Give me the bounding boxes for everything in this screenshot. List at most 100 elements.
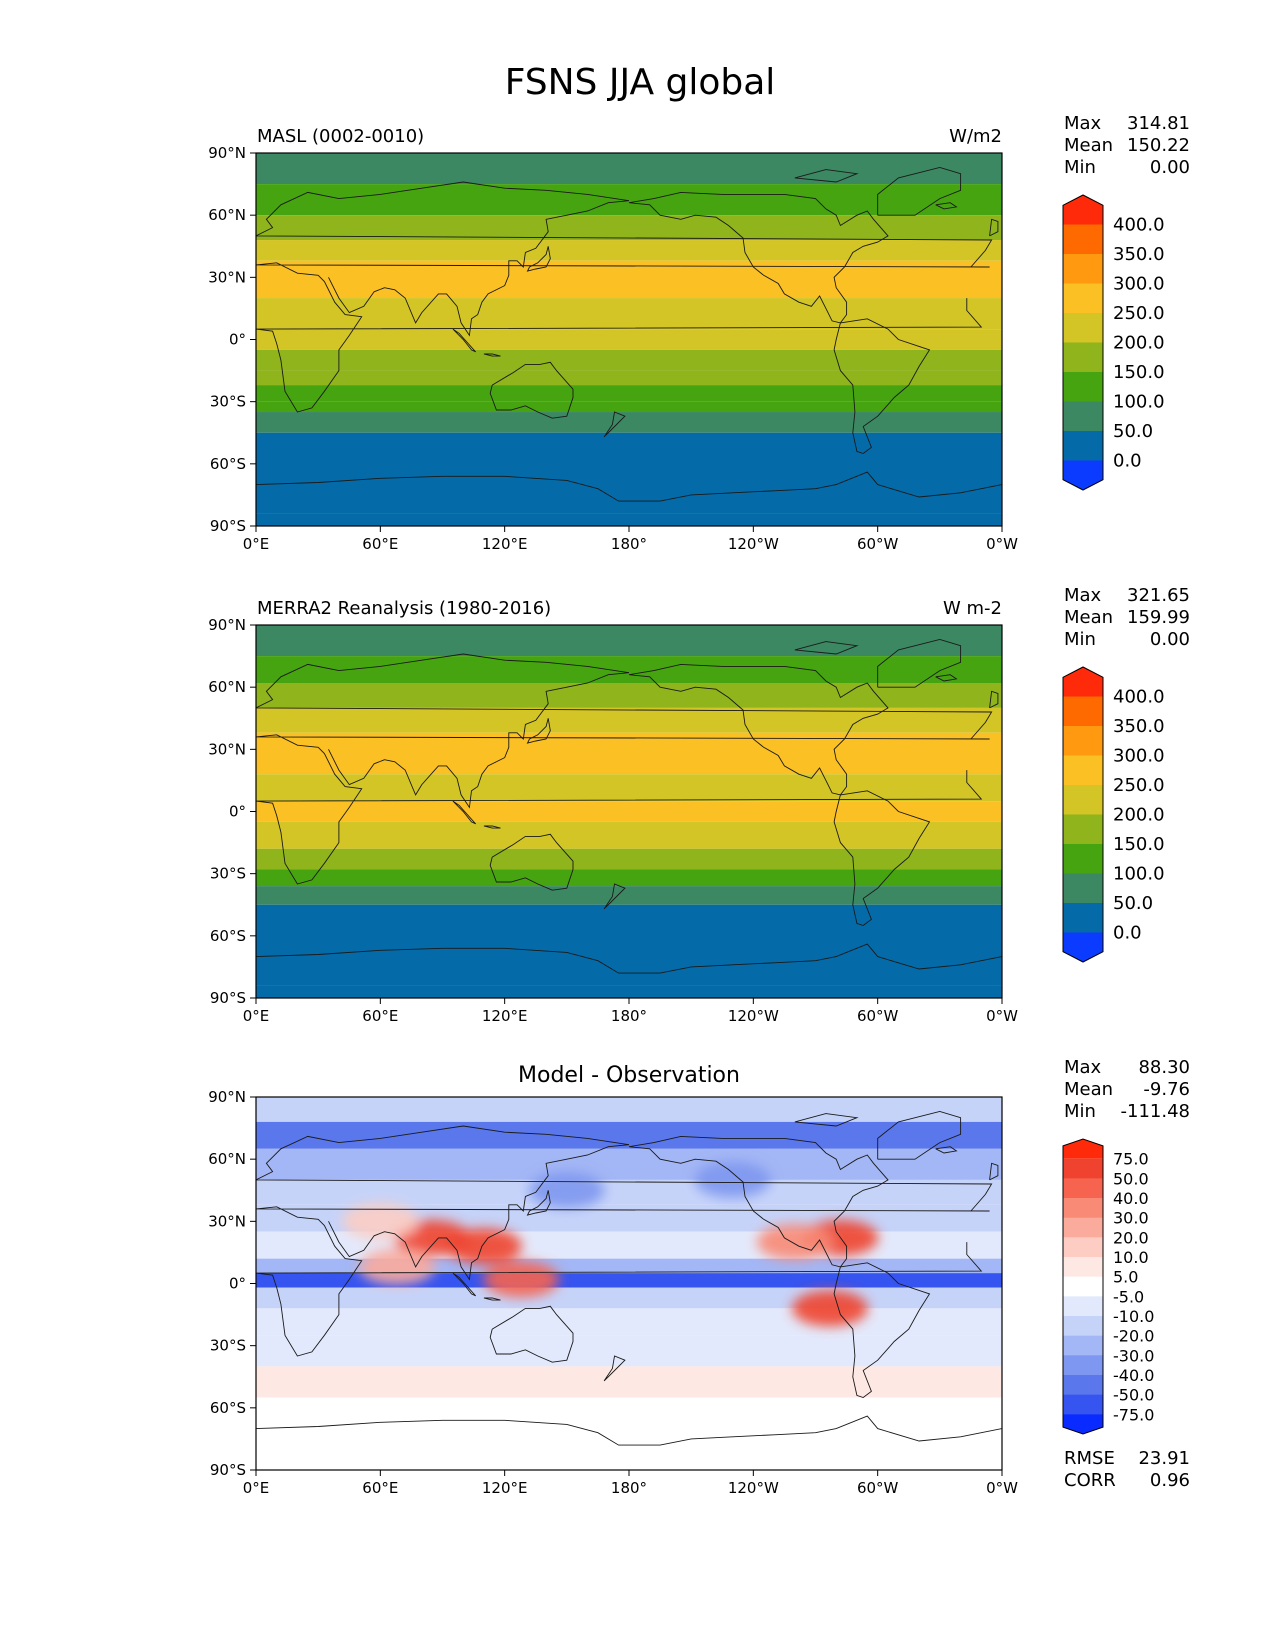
coastline bbox=[256, 181, 993, 268]
anomaly-blob bbox=[792, 1290, 869, 1327]
colorbar-tick-label: 350.0 bbox=[1113, 244, 1165, 265]
coastline bbox=[256, 943, 1002, 974]
coastlines bbox=[256, 1111, 1002, 1446]
zonal-band bbox=[256, 732, 1002, 775]
zonal-band bbox=[256, 329, 1002, 350]
colorbar-segment bbox=[1063, 1237, 1103, 1258]
anomaly-blob bbox=[756, 1224, 833, 1261]
y-tick-label: 0° bbox=[229, 331, 246, 349]
coastline bbox=[483, 825, 501, 829]
stat-label: Max bbox=[1064, 113, 1102, 134]
coastline bbox=[794, 169, 859, 183]
coastline bbox=[989, 218, 999, 237]
coastline bbox=[877, 639, 962, 688]
panel-title: MERRA2 Reanalysis (1980-2016) bbox=[257, 598, 551, 619]
coastline bbox=[603, 411, 626, 438]
stat-value: 159.99 bbox=[1127, 607, 1190, 628]
y-axis: 90°N 60°N 30°N 0° 30°S 60°S 90°S bbox=[208, 616, 256, 1007]
anomaly-blob bbox=[528, 1172, 605, 1209]
coastline bbox=[256, 262, 990, 413]
colorbar-segment bbox=[1063, 1217, 1103, 1238]
x-tick-label: 120°E bbox=[482, 1007, 528, 1025]
zonal-band bbox=[256, 1148, 1002, 1180]
zonal-band bbox=[256, 1258, 1002, 1274]
x-axis: 0°E 60°E 120°E 180° 120°W 60°W 0°W bbox=[243, 526, 1018, 553]
zonal-band bbox=[256, 513, 1002, 526]
x-tick-label: 180° bbox=[611, 1007, 647, 1025]
y-tick-label: 90°N bbox=[208, 616, 246, 634]
y-tick-label: 0° bbox=[229, 803, 246, 821]
anomaly-layer bbox=[342, 1161, 879, 1327]
x-tick-label: 120°E bbox=[482, 535, 528, 553]
colorbar-segment bbox=[1063, 814, 1103, 845]
coastline bbox=[256, 1206, 990, 1357]
coastline bbox=[526, 1190, 551, 1216]
coastline bbox=[328, 672, 630, 809]
y-axis: 90°N 60°N 30°N 0° 30°S 60°S 90°S bbox=[208, 144, 256, 535]
coastline bbox=[935, 1146, 958, 1154]
x-axis: 0°E 60°E 120°E 180° 120°W 60°W 0°W bbox=[243, 1470, 1018, 1497]
y-tick-label: 60°S bbox=[210, 455, 246, 473]
x-tick-label: 60°W bbox=[857, 535, 899, 553]
y-tick-label: 60°N bbox=[208, 206, 246, 224]
colorbar-segment bbox=[1063, 1178, 1103, 1199]
y-tick-label: 30°S bbox=[210, 865, 246, 883]
panel-title: MASL (0002-0010) bbox=[257, 126, 424, 147]
stat-label: Mean bbox=[1064, 607, 1113, 628]
y-tick-label: 30°N bbox=[208, 740, 246, 758]
colorbar: 400.0 350.0 300.0 250.0 200.0 150.0 100.0 50.0 0… bbox=[1062, 194, 1165, 491]
zonal-band bbox=[256, 240, 1002, 261]
colorbar-segment bbox=[1063, 667, 1103, 697]
colorbar-tick-label: 0.0 bbox=[1113, 451, 1142, 472]
stat-value: -111.48 bbox=[1121, 1101, 1190, 1122]
colorbar-tick-label: 300.0 bbox=[1113, 746, 1165, 767]
zonal-band bbox=[256, 1287, 1002, 1309]
colorbar-segment bbox=[1063, 1335, 1103, 1356]
colorbar-tick-label: 100.0 bbox=[1113, 392, 1165, 413]
colorbar-segment bbox=[1063, 785, 1103, 815]
coastline bbox=[328, 200, 630, 337]
y-tick-label: 90°S bbox=[210, 989, 246, 1007]
colorbar-tick-label: -40.0 bbox=[1113, 1366, 1154, 1385]
stats-block: Max 314.81 Mean 150.22 Min 0.00 bbox=[1064, 113, 1190, 178]
colorbar-segment bbox=[1063, 696, 1103, 727]
zonal-band bbox=[256, 1273, 1002, 1288]
colorbar-tick-label: -20.0 bbox=[1113, 1327, 1154, 1346]
stat-value: 88.30 bbox=[1138, 1057, 1190, 1078]
coastline bbox=[256, 734, 990, 885]
x-tick-label: 0°W bbox=[986, 1007, 1018, 1025]
coastline bbox=[628, 191, 889, 324]
anomaly-blob bbox=[445, 1228, 522, 1265]
colorbar-tick-label: 50.0 bbox=[1113, 1169, 1149, 1188]
panel-title: Model - Observation bbox=[518, 1063, 740, 1088]
colorbar-tick-label: 30.0 bbox=[1113, 1209, 1149, 1228]
zonal-band bbox=[256, 1397, 1002, 1470]
zonal-band bbox=[256, 349, 1002, 371]
coastline bbox=[489, 361, 574, 419]
map-fill bbox=[256, 625, 1002, 998]
coastline bbox=[526, 246, 551, 272]
zonal-band bbox=[256, 184, 1002, 216]
x-tick-label: 60°E bbox=[362, 1479, 398, 1497]
zonal-band bbox=[256, 401, 1002, 413]
stat-label: Mean bbox=[1064, 135, 1113, 156]
x-tick-label: 120°W bbox=[728, 1007, 779, 1025]
coastline bbox=[452, 328, 477, 353]
colorbar-tick-label: 100.0 bbox=[1113, 864, 1165, 885]
colorbar-tick-label: 40.0 bbox=[1113, 1189, 1149, 1208]
y-tick-label: 60°S bbox=[210, 927, 246, 945]
colorbar-segment bbox=[1063, 313, 1103, 343]
colorbar-outline bbox=[1062, 1138, 1104, 1435]
colorbar-segment bbox=[1063, 844, 1103, 874]
coastline bbox=[256, 1125, 993, 1212]
anomaly-blob bbox=[694, 1161, 771, 1198]
zonal-band bbox=[256, 1179, 1002, 1205]
colorbar-tick-label: 300.0 bbox=[1113, 274, 1165, 295]
coastlines bbox=[256, 639, 1002, 974]
colorbar-segment bbox=[1063, 372, 1103, 402]
x-tick-label: 120°E bbox=[482, 1479, 528, 1497]
zonal-band bbox=[256, 1308, 1002, 1336]
colorbar-segment bbox=[1063, 726, 1103, 756]
coastline bbox=[483, 353, 501, 357]
